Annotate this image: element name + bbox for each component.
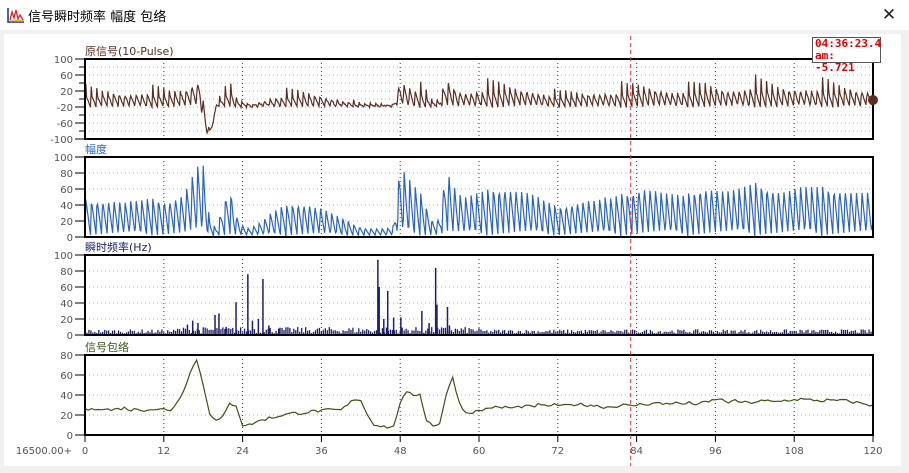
y-tick-label: 0	[67, 431, 73, 442]
close-icon[interactable]: ✕	[881, 5, 897, 25]
y-tick-label: -20	[57, 103, 73, 114]
x-tick-label: 84	[630, 446, 643, 457]
x-tick-label: 108	[785, 446, 804, 457]
x-tick-label: 60	[473, 446, 486, 457]
x-origin-label: 16500.00+	[16, 446, 72, 457]
y-tick-label: 20	[60, 411, 73, 422]
y-tick-label: 60	[60, 71, 73, 82]
series-line	[84, 74, 873, 135]
x-tick-label: 96	[709, 446, 722, 457]
x-tick-label: 24	[236, 446, 249, 457]
y-tick-label: 0	[67, 331, 73, 342]
series-line	[84, 358, 874, 429]
y-tick-label: 80	[60, 351, 73, 362]
y-tick-label: 20	[60, 87, 73, 98]
x-tick-label: 48	[394, 446, 407, 457]
cursor-readout: 04:36:23.4 am: -5.721	[812, 37, 882, 74]
subplot-title: 幅度	[85, 142, 107, 156]
y-tick-label: 40	[60, 391, 73, 402]
series-line	[84, 165, 873, 238]
series-end-marker	[868, 95, 878, 105]
plot-frame	[84, 254, 874, 336]
y-tick-label: 80	[60, 169, 73, 180]
x-tick-label: 36	[315, 446, 328, 457]
window-title: 信号瞬时频率 幅度 包络	[28, 10, 167, 25]
y-tick-label: 60	[60, 371, 73, 382]
subplot-3: 信号包络 80 60 40 20 0	[60, 340, 874, 442]
y-tick-label: 40	[60, 299, 73, 310]
y-tick-label: 100	[54, 55, 73, 66]
y-tick-label: 40	[60, 201, 73, 212]
subplot-2: 瞬时频率(Hz) 100 80 60 40 20 0	[54, 240, 874, 342]
x-tick-label: 120	[863, 446, 882, 457]
title-bar: 信号瞬时频率 幅度 包络 ✕	[0, 0, 909, 30]
chart-icon	[7, 8, 24, 23]
x-tick-label: 72	[551, 446, 564, 457]
y-tick-label: -100	[50, 135, 73, 146]
subplot-1: 幅度 100 80 60 40 20 0	[54, 142, 874, 244]
subplot-title: 原信号(10-Pulse)	[85, 45, 174, 58]
cursor-time: 04:36:23.4	[815, 37, 882, 50]
y-tick-label: 60	[60, 185, 73, 196]
chart-panel	[4, 34, 901, 466]
subplot-title: 瞬时频率(Hz)	[85, 240, 152, 254]
x-tick-label: 12	[157, 446, 170, 457]
cursor-value: am: -5.721	[815, 49, 855, 74]
x-tick-label: 0	[82, 446, 88, 457]
y-tick-label: 20	[60, 315, 73, 326]
y-tick-label: -60	[57, 119, 73, 130]
plot-frame	[84, 156, 874, 238]
subplot-title: 信号包络	[85, 340, 129, 354]
y-tick-label: 20	[60, 217, 73, 228]
subplot-0: 原信号(10-Pulse) 100 60 20 -20 -60 -100	[50, 45, 878, 146]
y-tick-label: 60	[60, 283, 73, 294]
y-tick-label: 0	[67, 233, 73, 244]
y-tick-label: 100	[54, 251, 73, 262]
y-tick-label: 80	[60, 267, 73, 278]
y-tick-label: 100	[54, 153, 73, 164]
